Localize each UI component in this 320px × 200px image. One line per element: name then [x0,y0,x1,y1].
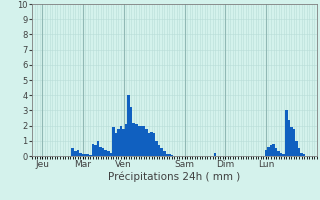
Bar [145,129,148,156]
Bar [127,95,130,156]
Bar [303,154,305,156]
Bar [132,123,135,156]
Bar [165,154,168,156]
Bar [143,126,145,156]
Bar [148,133,150,156]
Bar [138,126,140,156]
Bar [171,155,173,156]
Bar [122,129,125,156]
Bar [117,129,120,156]
Bar [115,133,117,156]
Bar [76,150,79,156]
Bar [288,120,290,156]
Bar [265,150,267,156]
X-axis label: Précipitations 24h ( mm ): Précipitations 24h ( mm ) [108,172,241,182]
Bar [74,151,76,156]
Bar [125,124,127,156]
Bar [104,150,107,156]
Bar [277,151,280,156]
Bar [92,144,94,156]
Bar [71,148,74,156]
Bar [89,155,92,156]
Bar [283,154,285,156]
Bar [160,148,163,156]
Bar [163,151,165,156]
Bar [97,141,100,156]
Bar [79,153,82,156]
Bar [280,153,283,156]
Bar [107,151,109,156]
Bar [150,132,153,156]
Bar [135,124,138,156]
Bar [120,126,122,156]
Bar [300,153,303,156]
Bar [82,154,84,156]
Bar [155,141,158,156]
Bar [275,148,277,156]
Bar [153,133,155,156]
Bar [168,154,171,156]
Bar [84,154,87,156]
Bar [214,153,216,156]
Bar [267,147,270,156]
Bar [130,107,132,156]
Bar [290,127,293,156]
Bar [112,127,115,156]
Bar [270,145,272,156]
Bar [293,129,295,156]
Bar [87,154,89,156]
Bar [158,145,160,156]
Bar [100,147,102,156]
Bar [272,144,275,156]
Bar [102,148,104,156]
Bar [140,126,143,156]
Bar [295,141,298,156]
Bar [298,148,300,156]
Bar [285,110,288,156]
Bar [94,145,97,156]
Bar [109,153,112,156]
